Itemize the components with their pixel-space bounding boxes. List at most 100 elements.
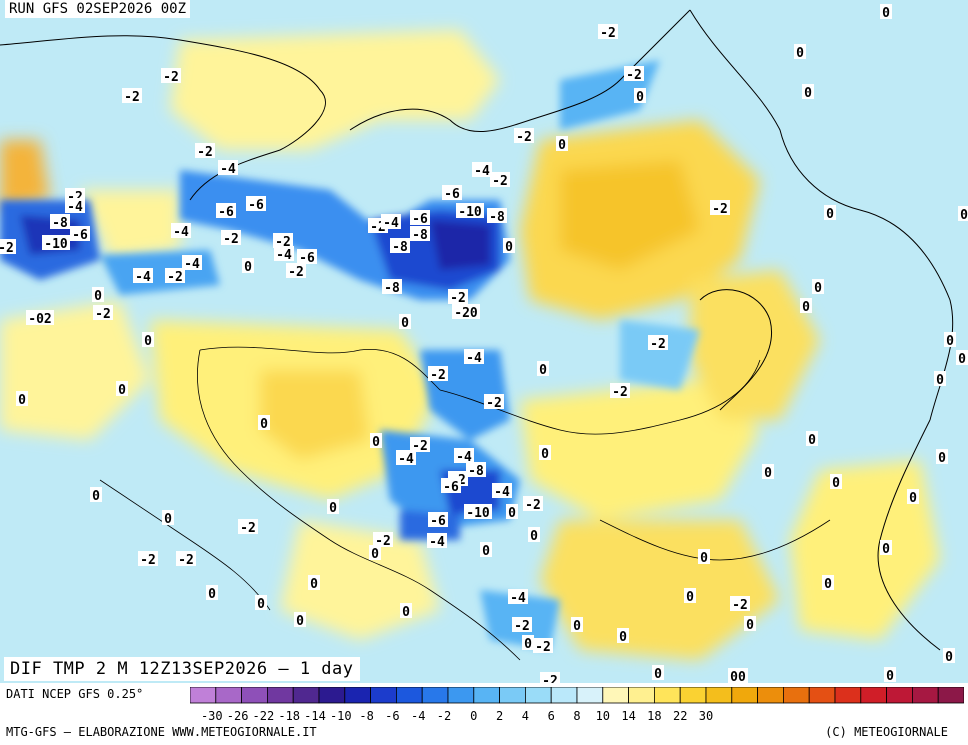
contour-label-bg	[410, 210, 430, 225]
contour-label: -4	[456, 450, 472, 465]
color-swatch	[705, 687, 733, 704]
contour-label: 0	[826, 207, 834, 222]
contour-label: -2	[535, 640, 551, 655]
scale-tick-label: 0	[470, 709, 477, 723]
contour-label-bg	[487, 208, 507, 223]
contour-label: -2	[525, 498, 541, 513]
contour-label-bg	[464, 349, 484, 364]
contour-label-bg	[195, 143, 215, 158]
contour-label-bg	[138, 551, 158, 566]
contour-label: 0	[764, 466, 772, 481]
contour-label: 0	[208, 587, 216, 602]
scale-tick-label: -6	[385, 709, 399, 723]
color-swatch	[421, 687, 449, 704]
contour-label: -6	[299, 251, 315, 266]
run-label: RUN GFS 02SEP2026 00Z	[5, 0, 191, 18]
contour-label-bg	[369, 545, 381, 560]
contour-label-bg	[698, 549, 710, 564]
color-swatch	[731, 687, 758, 704]
contour-label: 0	[909, 491, 917, 506]
contour-label-bg	[537, 361, 549, 376]
contour-label: -4	[398, 452, 414, 467]
contour-label: -2	[492, 174, 508, 189]
contour-label: -4	[67, 200, 83, 215]
contour-label: -8	[489, 210, 505, 225]
contour-label-bg	[42, 235, 70, 250]
contour-label-bg	[294, 612, 306, 627]
contour-label-bg	[161, 68, 181, 83]
contour-label-bg	[410, 437, 430, 452]
contour-label: -2	[732, 598, 748, 613]
contour-label-bg	[533, 638, 553, 653]
credit-right: (C) METEOGIORNALE	[825, 725, 948, 739]
contour-label: 0	[260, 417, 268, 432]
contour-label: -02	[28, 312, 51, 327]
contour-label: 0	[573, 619, 581, 634]
color-swatch	[370, 687, 397, 704]
contour-label: 0	[401, 316, 409, 331]
color-swatch	[912, 687, 939, 704]
contour-label: 0	[946, 334, 954, 349]
contour-label-bg	[744, 616, 756, 631]
contour-label-bg	[400, 603, 412, 618]
contour-label-bg	[624, 66, 644, 81]
contour-label: -20	[454, 306, 478, 321]
contour-label-bg	[410, 226, 430, 241]
scale-tick-label: 10	[596, 709, 610, 723]
scale-tick-label: -26	[227, 709, 249, 723]
contour-label: 0	[882, 542, 890, 557]
contour-label-bg	[539, 445, 551, 460]
contour-label-bg	[171, 223, 191, 238]
contour-label: 0	[886, 669, 894, 683]
contour-label: -6	[412, 212, 428, 227]
color-swatch	[886, 687, 913, 704]
contour-label-bg	[370, 433, 382, 448]
contour-label-bg	[165, 268, 185, 283]
scale-tick-label: 18	[647, 709, 661, 723]
contour-label-bg	[442, 185, 462, 200]
contour-label: 0	[796, 46, 804, 61]
contour-label-bg	[556, 136, 568, 151]
contour-label-bg	[522, 635, 534, 650]
contour-label-bg	[452, 304, 480, 319]
contour-label: -2	[516, 130, 532, 145]
contour-label: 0	[530, 529, 538, 544]
contour-label-bg	[710, 200, 730, 215]
contour-label-bg	[246, 196, 266, 211]
scale-tick-label: 22	[673, 709, 687, 723]
contour-label-bg	[286, 263, 306, 278]
contour-label-bg	[92, 287, 104, 302]
contour-label: -2	[600, 26, 616, 41]
scale-tick-label: -2	[437, 709, 451, 723]
contour-label-bg	[206, 585, 218, 600]
contour-label-bg	[70, 226, 90, 241]
contour-label: -2	[178, 553, 194, 568]
contour-label-bg	[142, 332, 154, 347]
contour-label: -10	[466, 506, 490, 521]
contour-label-bg	[794, 44, 806, 59]
contour-label: -4	[474, 164, 490, 179]
data-source: DATI NCEP GFS 0.25°	[6, 687, 144, 701]
contour-label: -2	[514, 619, 530, 634]
contour-label: -6	[443, 480, 459, 495]
contour-label-bg	[728, 668, 748, 683]
contour-label-bg	[730, 596, 750, 611]
contour-label-bg	[327, 499, 339, 514]
contour-label: -4	[220, 162, 236, 177]
color-swatch	[473, 687, 500, 704]
contour-label-bg	[806, 431, 818, 446]
contour-label: -8	[392, 240, 408, 255]
color-swatch	[783, 687, 810, 704]
contour-label: -10	[44, 237, 68, 252]
scale-tick-label: -4	[411, 709, 425, 723]
scale-tick-label: -14	[304, 709, 326, 723]
contour-label-bg	[523, 496, 543, 511]
credit-left: MTG-GFS – ELABORAZIONE WWW.METEOGIORNALE…	[6, 725, 317, 739]
contour-label-bg	[610, 383, 630, 398]
contour-label: 0	[164, 512, 172, 527]
color-swatch	[190, 687, 217, 704]
contour-label: -2	[223, 232, 239, 247]
contour-label-bg	[907, 489, 919, 504]
contour-label: -2	[650, 337, 666, 352]
contour-label-bg	[652, 665, 664, 680]
